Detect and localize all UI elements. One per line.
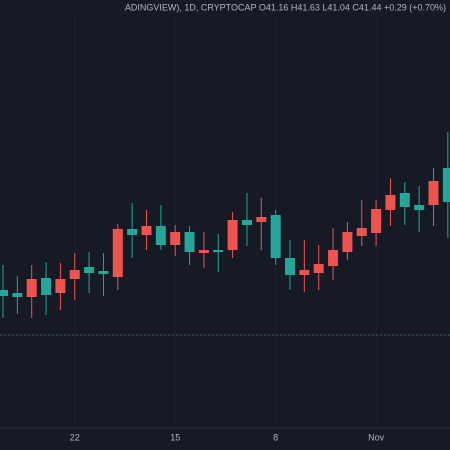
candle-body bbox=[141, 226, 152, 235]
candle-body bbox=[227, 220, 238, 250]
candle-body bbox=[428, 181, 439, 205]
candle-body bbox=[328, 250, 339, 266]
candle-body bbox=[385, 195, 396, 210]
x-tick-label: Nov bbox=[368, 432, 385, 442]
candle-body bbox=[285, 258, 295, 275]
candle-body bbox=[198, 250, 209, 253]
candle-body bbox=[112, 229, 123, 277]
candle-body bbox=[155, 226, 166, 245]
candle-body bbox=[184, 232, 195, 252]
candle-body bbox=[41, 278, 52, 295]
candle-body bbox=[12, 293, 23, 297]
candle-body bbox=[241, 220, 252, 225]
candle-body bbox=[313, 264, 324, 273]
candle-body bbox=[98, 271, 109, 274]
candle-body bbox=[0, 290, 8, 296]
candle-body bbox=[55, 279, 66, 293]
candle-body bbox=[299, 270, 310, 275]
candle-body bbox=[170, 232, 181, 245]
x-tick-label: 22 bbox=[70, 432, 80, 442]
candle-body bbox=[26, 279, 37, 297]
candle-body bbox=[371, 209, 382, 233]
candle-body bbox=[399, 193, 410, 207]
candle-body bbox=[270, 215, 281, 258]
candle-body bbox=[414, 205, 425, 210]
candle-body bbox=[84, 267, 95, 273]
candle-body bbox=[213, 250, 224, 252]
candle-body bbox=[356, 228, 367, 236]
candle-body bbox=[342, 232, 353, 252]
x-tick-label: 15 bbox=[170, 432, 180, 442]
candle-body bbox=[442, 168, 450, 202]
candle-body bbox=[256, 217, 267, 222]
chart-title: ADINGVIEW), 1D, CRYPTOCAP O41.16 H41.63 … bbox=[125, 2, 446, 12]
x-tick-label: 8 bbox=[273, 432, 278, 442]
candle-body bbox=[69, 270, 80, 279]
candle-body bbox=[127, 229, 138, 235]
